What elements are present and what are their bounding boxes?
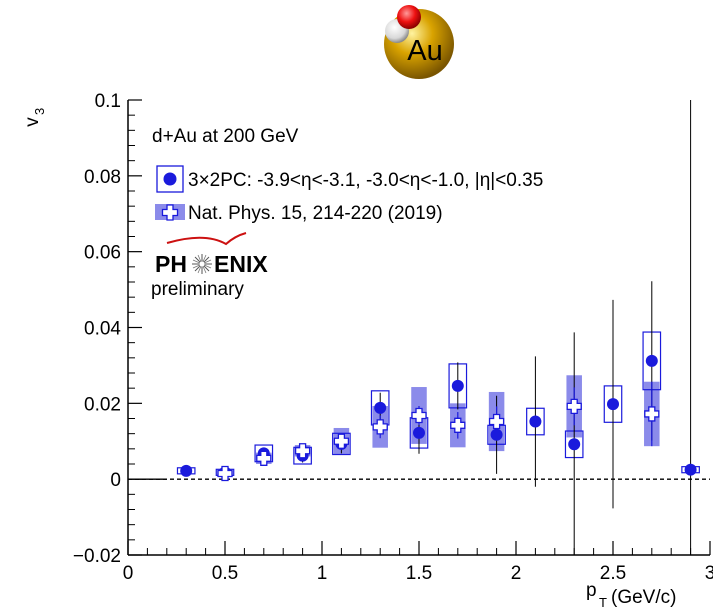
x-tick-label: 2.5 (600, 563, 626, 584)
3x2pc-point (607, 398, 619, 411)
y-axis-title-main: v (22, 117, 43, 127)
x-axis-title-unit: (GeV/c) (611, 587, 676, 608)
3x2pc-point (645, 354, 658, 367)
y-tick-label: −0.02 (73, 546, 121, 567)
nat-phys-bands-layer (217, 375, 660, 477)
legend-entry-3x2pc: 3×2PC: -3.9<η<-3.1, -3.0<η<-1.0, |η|<0.3… (156, 165, 543, 193)
3x2pc-series-layer (176, 100, 700, 555)
nat-phys-point (450, 417, 466, 433)
3x2pc-point (568, 438, 581, 451)
au-badge-label: Au (407, 35, 442, 67)
phenix-logo: PH ENIX preliminary (151, 232, 268, 300)
system-label: d+Au at 200 GeV (152, 126, 299, 147)
x-axis-title-subscript: T (599, 595, 607, 610)
phenix-logo-left: PH (155, 251, 187, 277)
phenix-logo-right: ENIX (214, 251, 268, 277)
y-tick-label: 0 (110, 470, 121, 491)
y-tick-label: 0.02 (84, 394, 121, 415)
3x2pc-point (451, 379, 464, 392)
x-axis-title-main: p (586, 580, 597, 601)
y-tick-label: 0.04 (84, 319, 121, 340)
nat-phys-point (256, 450, 272, 466)
y-tick-label: 0.08 (84, 167, 121, 188)
legend-label-3x2pc: 3×2PC: -3.9<η<-3.1, -3.0<η<-1.0, |η|<0.3… (188, 170, 543, 191)
legend-entry-nat-phys: Nat. Phys. 15, 214-220 (2019) (155, 203, 443, 224)
x-tick-label: 1 (317, 563, 328, 584)
3x2pc-point (413, 426, 425, 439)
au-nucleus-badge: Au (384, 5, 454, 79)
preliminary-label: preliminary (151, 279, 244, 300)
y-axis-title: v 3 (22, 108, 47, 127)
nat-phys-point (566, 398, 582, 415)
x-axis-title: p T (GeV/c) (586, 580, 676, 610)
legend: d+Au at 200 GeV 3×2PC: -3.9<η<-3.1, -3.0… (152, 126, 543, 224)
nat-phys-point (217, 465, 233, 482)
nat-phys-point (372, 419, 388, 435)
nat-phys-point (411, 407, 427, 424)
y-tick-label: 0.1 (95, 91, 121, 112)
legend-swatch-3x2pc-marker (163, 172, 177, 186)
nat-phys-point (294, 443, 311, 459)
y-tick-label: 0.06 (84, 243, 121, 264)
3x2pc-point (374, 401, 387, 414)
nat-phys-point (333, 433, 350, 449)
x-tick-label: 3 (705, 563, 713, 584)
3x2pc-point (529, 415, 542, 428)
3x2pc-point (684, 463, 697, 476)
legend-swatch-nat-phys-cross (161, 204, 179, 221)
legend-swatch-3x2pc-box (156, 165, 184, 193)
3x2pc-syst-box (332, 432, 351, 456)
y-axis-title-subscript: 3 (32, 108, 47, 115)
x-tick-label: 1.5 (406, 563, 432, 584)
3x2pc-point (180, 464, 193, 477)
legend-label-nat-phys: Nat. Phys. 15, 214-220 (2019) (188, 203, 443, 224)
x-tick-label: 2 (511, 563, 522, 584)
phenix-logo-arc (166, 232, 247, 246)
nat-phys-series-layer (217, 381, 660, 482)
nat-phys-point (488, 413, 505, 430)
phenix-logo-star-icon (192, 254, 212, 274)
x-tick-label: 0 (123, 563, 134, 584)
plot-frame (127, 100, 710, 556)
deuteron-red-nucleon (397, 5, 421, 29)
x-tick-label: 0.5 (212, 563, 238, 584)
nat-phys-point (644, 406, 660, 422)
